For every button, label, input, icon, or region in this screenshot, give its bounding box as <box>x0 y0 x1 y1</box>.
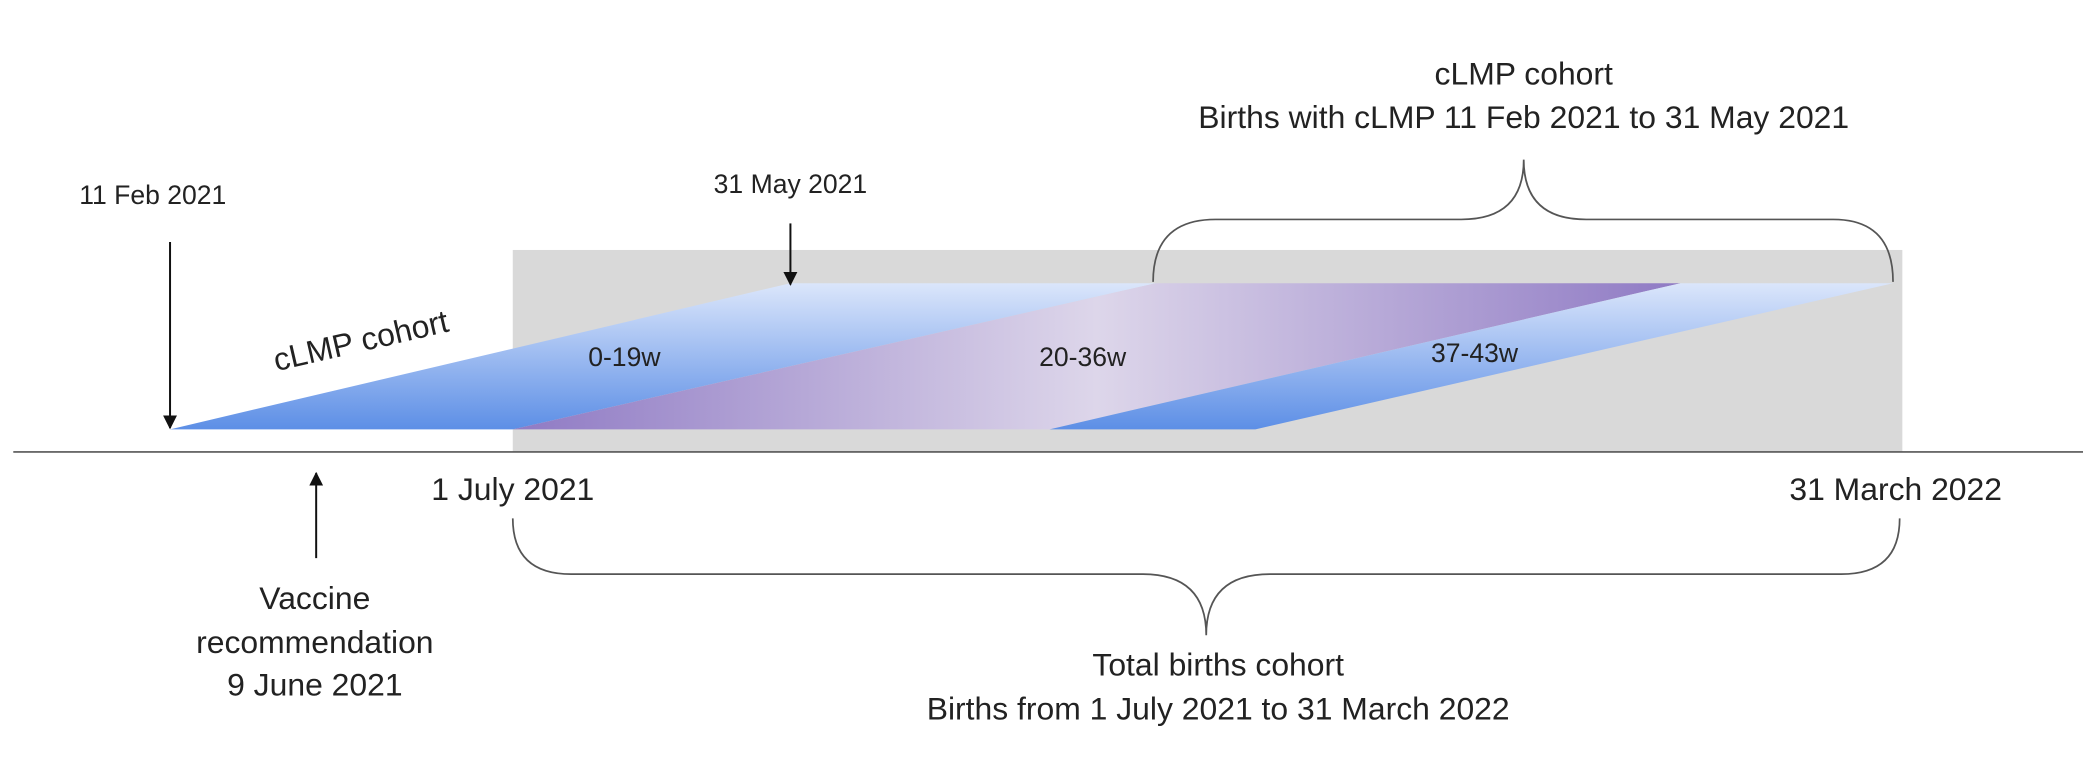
date-label: 1 July 2021 <box>431 471 594 507</box>
vaccine-label: recommendation <box>196 624 433 660</box>
brace-subtitle: Births from 1 July 2021 to 31 March 2022 <box>927 690 1510 726</box>
stage-label: 20-36w <box>1039 342 1127 372</box>
date-label: 31 May 2021 <box>714 169 867 199</box>
date-label: 31 March 2022 <box>1789 471 2002 507</box>
vaccine-label: 9 June 2021 <box>227 666 402 702</box>
brace <box>511 518 1901 636</box>
stage-label: 37-43w <box>1431 338 1519 368</box>
stage-0-19 <box>170 283 1156 430</box>
brace-subtitle: Births with cLMP 11 Feb 2021 to 31 May 2… <box>1198 99 1849 135</box>
stage-20-36 <box>512 283 1681 430</box>
vaccine-label: Vaccine <box>259 580 370 616</box>
brace-title: cLMP cohort <box>1435 55 1613 91</box>
brace-title: Total births cohort <box>1092 647 1344 683</box>
cohort-label: cLMP cohort <box>270 303 452 378</box>
brace <box>1152 159 1894 282</box>
stage-label: 0-19w <box>588 342 661 372</box>
date-label: 11 Feb 2021 <box>79 180 226 210</box>
stage-37-43 <box>1049 283 1894 430</box>
